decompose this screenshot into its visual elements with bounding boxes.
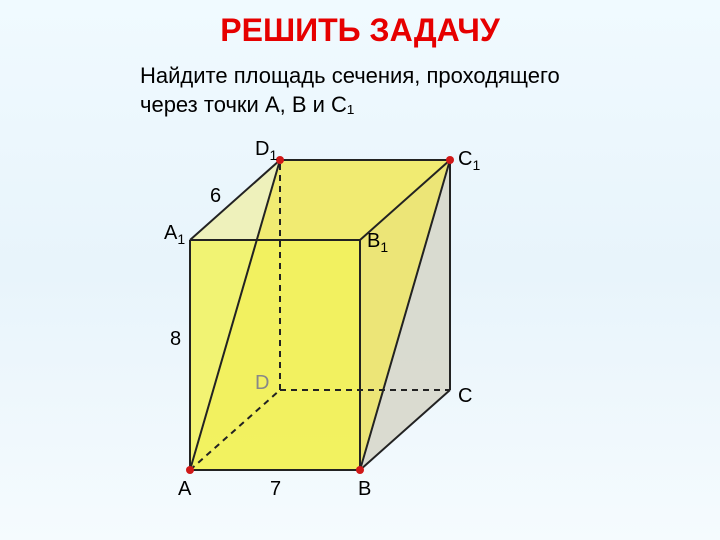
dimension-label-seven: 7 [270,478,281,501]
vertex-label-D: D [255,372,269,395]
problem-statement: Найдите площадь сечения, проходящего чер… [140,62,620,119]
vertex-label-A: A [178,478,191,501]
vertex-label-A1: A1 [164,222,185,247]
page-title: РЕШИТЬ ЗАДАЧУ [0,12,720,49]
dimension-label-six: 6 [210,185,221,208]
vertex-label-B1: B1 [367,230,388,255]
prism-diagram: A B C D A1 B1 C1 D1 6 8 7 [100,130,540,530]
vertex-label-C: C [458,385,472,408]
vertex-label-D1: D1 [255,138,277,163]
vertex-label-C1: C1 [458,148,480,173]
dimension-label-eight: 8 [170,328,181,351]
vertex-label-B: B [358,478,371,501]
